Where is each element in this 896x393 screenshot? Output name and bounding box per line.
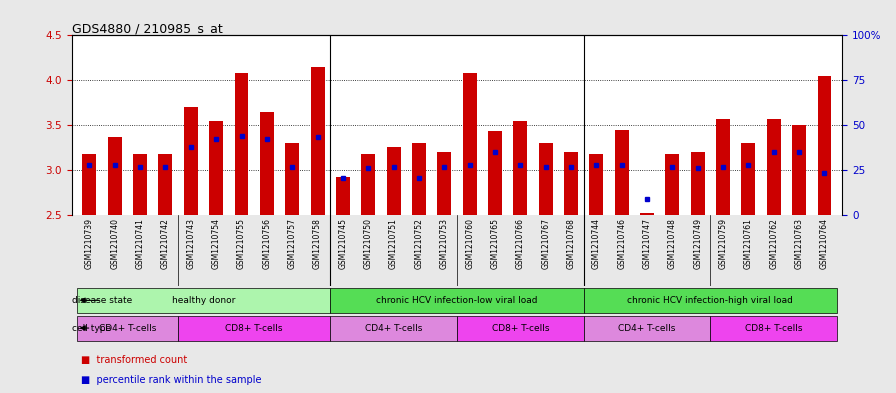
Text: GSM1210750: GSM1210750	[364, 219, 373, 269]
Bar	[615, 130, 629, 215]
Bar	[82, 154, 97, 215]
Text: GSM1210761: GSM1210761	[744, 219, 753, 269]
Bar	[742, 143, 755, 215]
Bar	[640, 213, 654, 215]
Bar	[716, 119, 730, 215]
Text: GSM1210745: GSM1210745	[339, 219, 348, 269]
Bar	[209, 121, 223, 215]
Bar	[817, 76, 831, 215]
Bar	[336, 177, 349, 215]
Bar	[235, 73, 248, 215]
Text: GSM1210760: GSM1210760	[465, 219, 474, 269]
Bar	[331, 316, 457, 340]
Text: GSM1210739: GSM1210739	[85, 219, 94, 269]
Bar	[77, 316, 178, 340]
Text: CD8+ T-cells: CD8+ T-cells	[226, 323, 283, 332]
Text: GSM1210755: GSM1210755	[237, 219, 246, 269]
Text: GSM1210749: GSM1210749	[694, 219, 702, 269]
Text: GSM1210754: GSM1210754	[211, 219, 220, 269]
Text: GSM1210741: GSM1210741	[135, 219, 144, 269]
Text: healthy donor: healthy donor	[172, 296, 235, 305]
Text: GSM1210766: GSM1210766	[516, 219, 525, 269]
Bar	[178, 316, 331, 340]
Text: GSM1210758: GSM1210758	[313, 219, 322, 269]
Bar	[711, 316, 837, 340]
Bar	[513, 121, 528, 215]
Text: GSM1210759: GSM1210759	[719, 219, 728, 269]
Text: GSM1210744: GSM1210744	[592, 219, 601, 269]
Text: GSM1210740: GSM1210740	[110, 219, 119, 269]
Text: CD8+ T-cells: CD8+ T-cells	[745, 323, 803, 332]
Bar	[260, 112, 274, 215]
Bar	[583, 316, 711, 340]
Text: GDS4880 / 210985_s_at: GDS4880 / 210985_s_at	[72, 22, 222, 35]
Bar	[767, 119, 780, 215]
Bar	[792, 125, 806, 215]
Text: GSM1210743: GSM1210743	[186, 219, 195, 269]
Bar	[108, 137, 122, 215]
Text: GSM1210764: GSM1210764	[820, 219, 829, 269]
Bar	[691, 152, 705, 215]
Bar	[412, 143, 426, 215]
Text: chronic HCV infection-low viral load: chronic HCV infection-low viral load	[376, 296, 538, 305]
Bar	[457, 316, 583, 340]
Text: GSM1210768: GSM1210768	[566, 219, 575, 269]
Bar	[462, 73, 477, 215]
Text: ■  percentile rank within the sample: ■ percentile rank within the sample	[81, 375, 261, 385]
Bar	[538, 143, 553, 215]
Bar	[134, 154, 147, 215]
Bar	[77, 288, 331, 313]
Text: cell type: cell type	[72, 323, 111, 332]
Text: CD4+ T-cells: CD4+ T-cells	[99, 323, 156, 332]
Text: GSM1210748: GSM1210748	[668, 219, 676, 269]
Text: GSM1210762: GSM1210762	[770, 219, 779, 269]
Text: GSM1210742: GSM1210742	[161, 219, 170, 269]
Text: GSM1210765: GSM1210765	[490, 219, 499, 269]
Text: CD4+ T-cells: CD4+ T-cells	[365, 323, 422, 332]
Text: GSM1210763: GSM1210763	[795, 219, 804, 269]
Text: GSM1210752: GSM1210752	[415, 219, 424, 269]
Bar	[386, 147, 401, 215]
Bar	[331, 288, 583, 313]
Bar	[311, 67, 324, 215]
Text: ■  transformed count: ■ transformed count	[81, 356, 187, 365]
Text: GSM1210747: GSM1210747	[642, 219, 651, 269]
Bar	[437, 152, 452, 215]
Bar	[184, 107, 198, 215]
Text: CD8+ T-cells: CD8+ T-cells	[492, 323, 549, 332]
Text: GSM1210746: GSM1210746	[617, 219, 626, 269]
Text: GSM1210767: GSM1210767	[541, 219, 550, 269]
Text: GSM1210756: GSM1210756	[263, 219, 271, 269]
Text: GSM1210753: GSM1210753	[440, 219, 449, 269]
Text: GSM1210751: GSM1210751	[389, 219, 398, 269]
Bar	[285, 143, 299, 215]
Text: chronic HCV infection-high viral load: chronic HCV infection-high viral load	[627, 296, 793, 305]
Text: GSM1210757: GSM1210757	[288, 219, 297, 269]
Text: CD4+ T-cells: CD4+ T-cells	[618, 323, 676, 332]
Bar	[361, 154, 375, 215]
Bar	[564, 152, 578, 215]
Bar	[666, 154, 679, 215]
Text: disease state: disease state	[72, 296, 133, 305]
Bar	[590, 154, 603, 215]
Bar	[159, 154, 172, 215]
Bar	[488, 131, 502, 215]
Bar	[583, 288, 837, 313]
